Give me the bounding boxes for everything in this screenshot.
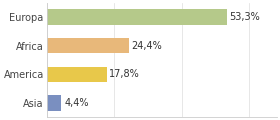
Bar: [46, 66, 107, 82]
Bar: [46, 96, 61, 111]
Text: 24,4%: 24,4%: [132, 41, 162, 51]
Text: 17,8%: 17,8%: [109, 69, 140, 79]
Text: 53,3%: 53,3%: [230, 12, 260, 22]
Text: 4,4%: 4,4%: [64, 98, 88, 108]
Bar: [46, 9, 227, 24]
Bar: [46, 38, 129, 54]
